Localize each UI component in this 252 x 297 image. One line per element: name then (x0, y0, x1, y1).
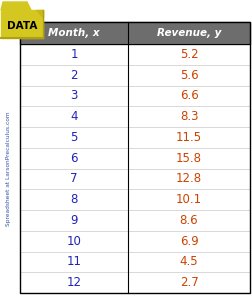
Text: 8: 8 (70, 193, 78, 206)
Text: 2: 2 (70, 69, 78, 82)
Bar (20, 106, 250, 127)
Bar (20, 148, 250, 168)
Text: 12: 12 (67, 276, 82, 289)
Polygon shape (36, 10, 43, 17)
Text: 6: 6 (70, 152, 78, 165)
Bar (20, 86, 250, 106)
Bar (20, 65, 250, 86)
Text: Month, x: Month, x (48, 28, 100, 38)
Bar (20, 231, 250, 252)
Text: 4.5: 4.5 (180, 255, 198, 268)
Bar (20, 22, 250, 44)
Text: 4: 4 (70, 110, 78, 123)
Text: 5: 5 (70, 131, 78, 144)
Text: Spreadsheet at LarsonPrecalculus.com: Spreadsheet at LarsonPrecalculus.com (7, 111, 12, 226)
Text: 11.5: 11.5 (176, 131, 202, 144)
Text: 5.6: 5.6 (180, 69, 198, 82)
Text: 15.8: 15.8 (176, 152, 202, 165)
Bar (20, 44, 250, 65)
Text: 5.2: 5.2 (180, 48, 198, 61)
Bar (20, 252, 250, 272)
Text: 10.1: 10.1 (176, 193, 202, 206)
Bar (20, 210, 250, 231)
Text: 2.7: 2.7 (180, 276, 198, 289)
Polygon shape (1, 2, 31, 10)
Text: 10: 10 (67, 235, 81, 248)
Text: 9: 9 (70, 214, 78, 227)
Bar (20, 127, 250, 148)
Text: 6.6: 6.6 (180, 89, 198, 102)
Bar (20, 168, 250, 189)
Text: 6.9: 6.9 (180, 235, 198, 248)
Bar (20, 189, 250, 210)
Text: 7: 7 (70, 172, 78, 185)
Text: DATA: DATA (7, 21, 37, 31)
Text: 3: 3 (70, 89, 78, 102)
Bar (20, 272, 250, 293)
Text: 8.6: 8.6 (180, 214, 198, 227)
Text: 1: 1 (70, 48, 78, 61)
Text: 8.3: 8.3 (180, 110, 198, 123)
Bar (1, 10, 43, 38)
Text: 12.8: 12.8 (176, 172, 202, 185)
Text: Revenue, y: Revenue, y (157, 28, 221, 38)
Text: 11: 11 (67, 255, 82, 268)
